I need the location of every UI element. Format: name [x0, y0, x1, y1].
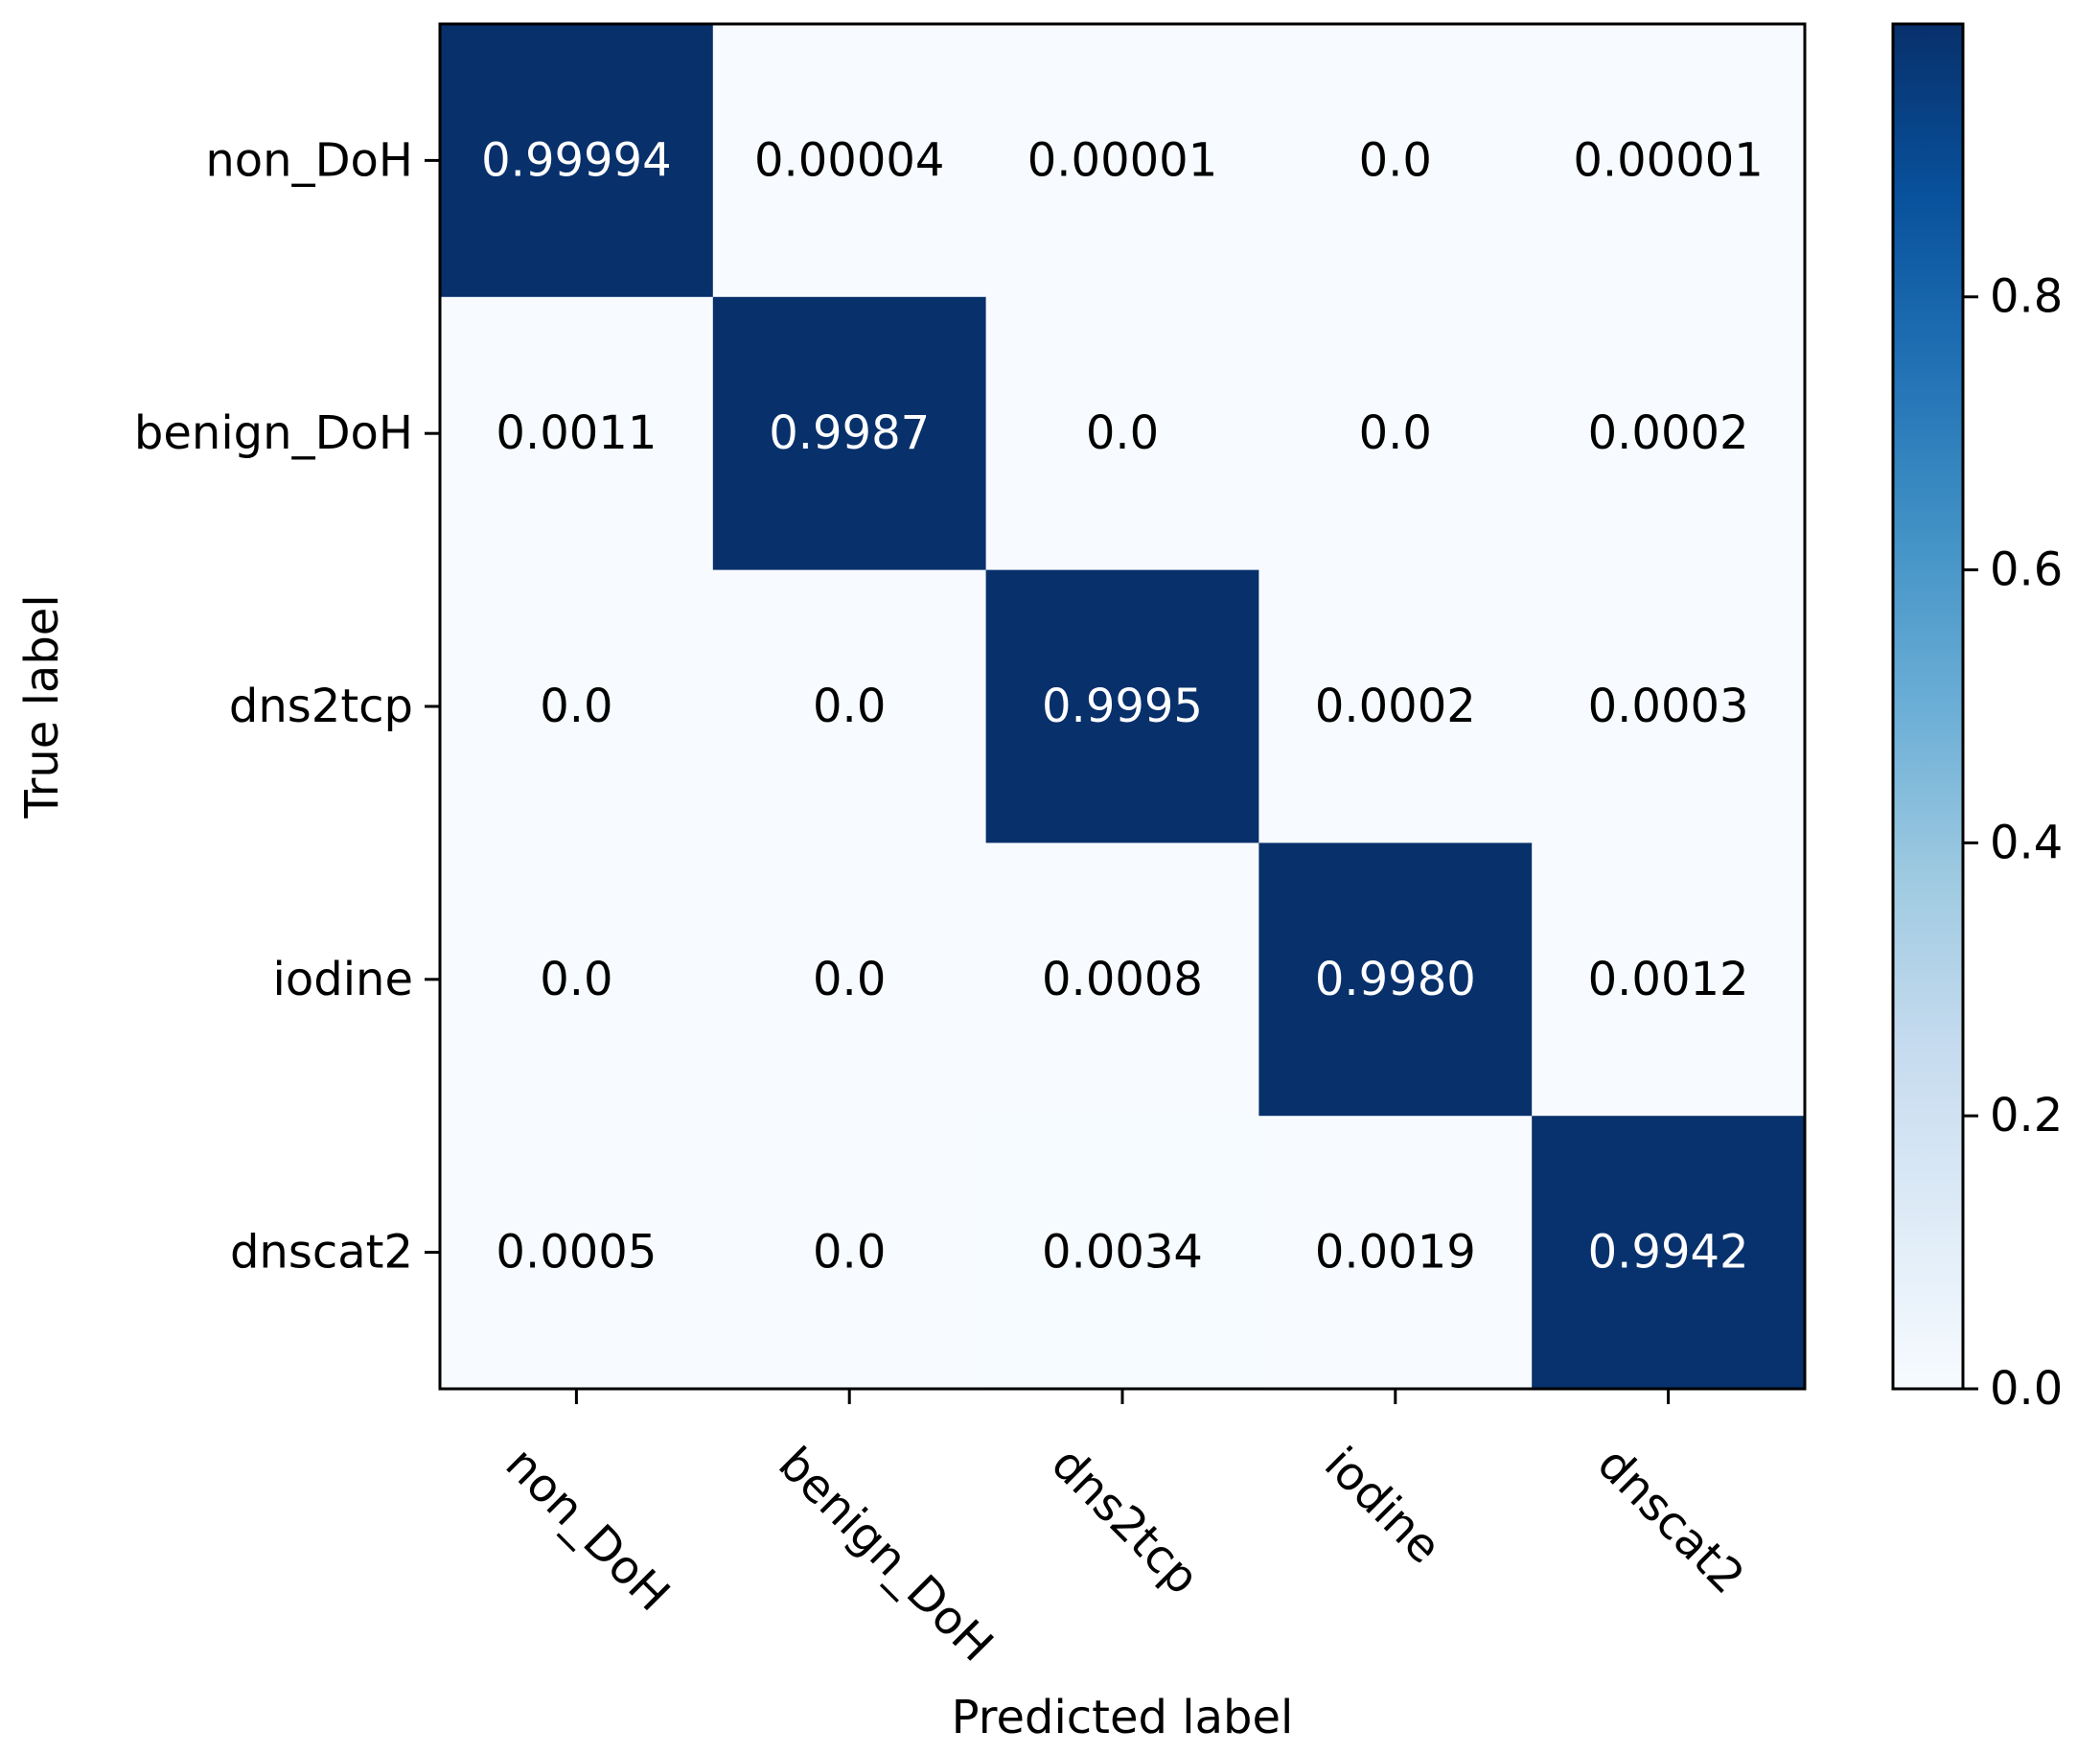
cell-value-label: 0.0	[813, 953, 886, 1006]
y-tick-label: iodine	[273, 953, 413, 1006]
cell-value-label: 0.00001	[1027, 133, 1218, 187]
cell-value-label: 0.0011	[496, 406, 657, 460]
cell-value-label: 0.0019	[1315, 1226, 1476, 1280]
x-tick-label: non_DoH	[496, 1437, 681, 1622]
heatmap-cell	[985, 24, 1259, 298]
heatmap-cell	[440, 296, 714, 571]
colorbar-tick-label: 0.8	[1990, 270, 2063, 324]
y-tick-label: non_DoH	[205, 133, 413, 187]
x-axis: non_DoH benign_DoH dns2tcp iodine dnscat2	[496, 1389, 1755, 1673]
cell-value-label: 0.9995	[1042, 680, 1203, 733]
cell-value-label: 0.0005	[496, 1226, 657, 1280]
cell-value-label: 0.0	[813, 1226, 886, 1280]
x-tick-label: dnscat2	[1587, 1437, 1755, 1604]
heatmap-cell	[712, 842, 987, 1117]
heatmap-cell	[1532, 569, 1806, 843]
heatmap-cell	[712, 296, 987, 571]
cell-value-label: 0.9980	[1315, 953, 1476, 1006]
heatmap-cell	[712, 1116, 987, 1390]
colorbar-ticks: 0.0 0.2 0.4 0.6 0.8	[1963, 270, 2063, 1416]
cell-value-label: 0.0012	[1588, 953, 1749, 1006]
cell-value-label: 0.0002	[1315, 680, 1476, 733]
heatmap-cell	[440, 1116, 714, 1390]
heatmap-cell	[1532, 1116, 1806, 1390]
cell-value-label: 0.9942	[1588, 1226, 1749, 1280]
heatmap-cells	[440, 24, 1806, 1390]
x-tick-label: dns2tcp	[1041, 1437, 1209, 1604]
heatmap-cell	[1258, 842, 1533, 1117]
heatmap-cell	[985, 842, 1259, 1117]
heatmap-cell	[440, 842, 714, 1117]
heatmap-cell	[1258, 24, 1533, 298]
colorbar-tick-label: 0.2	[1990, 1089, 2063, 1142]
cell-value-label: 0.0	[1086, 406, 1159, 460]
heatmap-cell	[1258, 296, 1533, 571]
heatmap-cell	[712, 569, 987, 843]
cell-value-label: 0.99994	[481, 133, 672, 187]
x-tick-label: iodine	[1314, 1437, 1451, 1574]
heatmap-cell	[440, 24, 714, 298]
y-tick-label: dnscat2	[230, 1226, 413, 1280]
heatmap-cell-labels: 0.99994 0.00004 0.00001 0.0 0.00001 0.0011 0.9…	[481, 133, 1764, 1279]
cell-value-label: 0.0	[540, 953, 612, 1006]
y-axis: non_DoH benign_DoH dns2tcp iodine dnscat2	[134, 133, 440, 1280]
y-axis-title: True label	[15, 594, 69, 819]
colorbar-gradient	[1891, 22, 1965, 1391]
colorbar-tick-label: 0.4	[1990, 816, 2063, 869]
cell-value-label: 0.9987	[769, 406, 930, 460]
heatmap-cell	[985, 1116, 1259, 1390]
y-tick-label: dns2tcp	[229, 680, 413, 733]
colorbar	[1891, 22, 1965, 1391]
x-tick-label: benign_DoH	[768, 1437, 1003, 1672]
heatmap-cell	[712, 24, 987, 298]
x-axis-title: Predicted label	[952, 1691, 1294, 1744]
heatmap-cell	[1258, 569, 1533, 843]
cell-value-label: 0.0002	[1588, 406, 1749, 460]
heatmap-cell	[1532, 842, 1806, 1117]
cell-value-label: 0.0003	[1588, 680, 1749, 733]
colorbar-tick-label: 0.6	[1990, 543, 2063, 597]
heatmap-cell	[985, 569, 1259, 843]
cell-value-label: 0.00001	[1573, 133, 1764, 187]
cell-value-label: 0.0008	[1042, 953, 1203, 1006]
cell-value-label: 0.0	[540, 680, 612, 733]
cell-value-label: 0.0	[813, 680, 886, 733]
colorbar-tick-label: 0.0	[1990, 1362, 2063, 1416]
heatmap-cell	[1532, 296, 1806, 571]
heatmap-cell	[1532, 24, 1806, 298]
y-tick-label: benign_DoH	[134, 406, 413, 460]
heatmap-cell	[1258, 1116, 1533, 1390]
heatmap-cell	[440, 569, 714, 843]
cell-value-label: 0.0034	[1042, 1226, 1203, 1280]
heatmap-cell	[985, 296, 1259, 571]
cell-value-label: 0.0	[1359, 406, 1432, 460]
cell-value-label: 0.0	[1359, 133, 1432, 187]
cell-value-label: 0.00004	[754, 133, 945, 187]
